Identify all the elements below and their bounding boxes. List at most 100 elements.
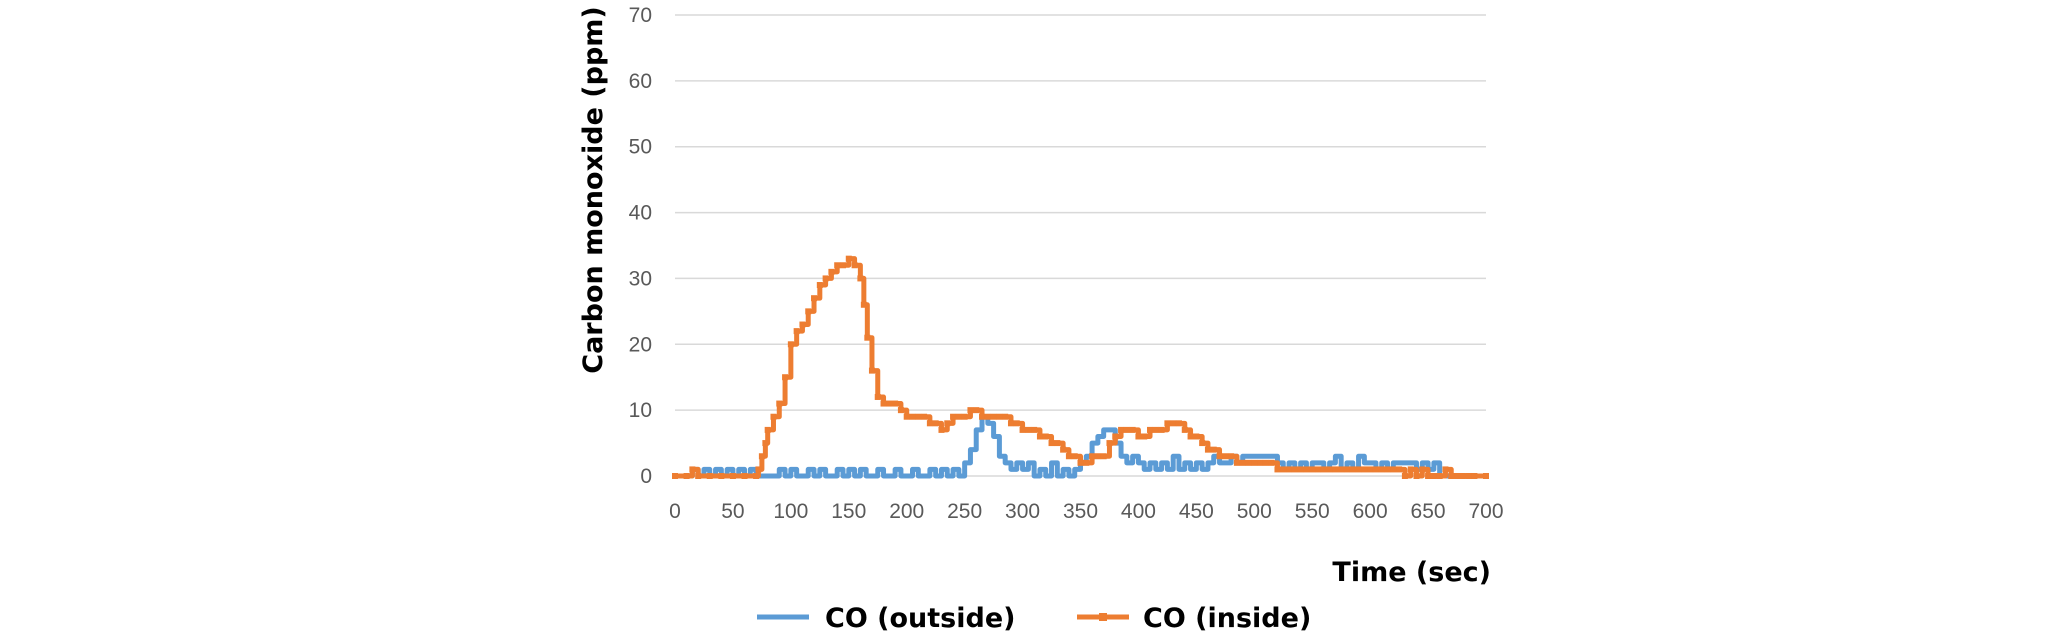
data-point <box>1367 466 1374 473</box>
data-point <box>770 413 777 420</box>
data-point <box>955 413 962 420</box>
data-point <box>782 374 789 381</box>
data-point <box>1106 440 1113 447</box>
data-point <box>996 413 1003 420</box>
x-tick-label: 150 <box>831 500 866 523</box>
series-lines <box>672 255 1489 479</box>
data-point <box>1048 440 1055 447</box>
data-point <box>1419 466 1426 473</box>
data-point <box>1077 459 1084 466</box>
data-point <box>1257 459 1264 466</box>
data-point <box>1239 459 1246 466</box>
data-point <box>1338 466 1345 473</box>
x-tick-label: 650 <box>1411 500 1446 523</box>
data-point <box>1141 433 1148 440</box>
data-point <box>1251 459 1258 466</box>
x-tick-label: 450 <box>1179 500 1214 523</box>
data-point <box>762 440 769 447</box>
y-tick-label: 30 <box>629 267 652 290</box>
data-point <box>1118 426 1125 433</box>
data-point <box>1303 466 1310 473</box>
data-point <box>932 420 939 427</box>
data-point <box>1309 466 1316 473</box>
data-point <box>880 400 887 407</box>
data-point <box>1158 426 1165 433</box>
data-point <box>1320 466 1327 473</box>
series-1 <box>672 255 1489 479</box>
data-point <box>967 407 974 414</box>
data-point <box>1465 473 1472 479</box>
data-point <box>1355 466 1362 473</box>
data-point <box>1280 466 1287 473</box>
data-point <box>793 328 800 335</box>
data-point <box>1286 466 1293 473</box>
data-point <box>984 413 991 420</box>
x-tick-label: 250 <box>947 500 982 523</box>
legend-item-outside: CO (outside) <box>757 603 1016 634</box>
data-point <box>1413 473 1420 479</box>
y-tick-label: 20 <box>629 333 652 356</box>
data-point <box>834 262 841 269</box>
data-point <box>672 473 678 479</box>
x-tick-label: 400 <box>1121 500 1156 523</box>
data-point <box>776 400 783 407</box>
legend: CO (outside) CO (inside) <box>757 603 1311 634</box>
x-tick-label: 600 <box>1353 500 1388 523</box>
data-point <box>1245 459 1252 466</box>
data-point <box>764 426 771 433</box>
data-point <box>1372 466 1379 473</box>
data-point <box>1483 473 1489 479</box>
data-point <box>1129 426 1136 433</box>
data-point <box>1042 433 1049 440</box>
data-point <box>828 268 835 275</box>
data-point <box>926 420 933 427</box>
data-point <box>1274 466 1281 473</box>
y-tick-label: 70 <box>629 4 652 27</box>
data-point <box>909 413 916 420</box>
data-point <box>1228 453 1235 460</box>
data-point <box>1187 433 1194 440</box>
data-point <box>1175 420 1182 427</box>
data-point <box>1031 426 1038 433</box>
data-point <box>979 413 986 420</box>
data-point <box>903 413 910 420</box>
data-point <box>860 301 867 308</box>
data-point <box>1262 459 1269 466</box>
x-tick-label: 0 <box>669 500 681 523</box>
data-point <box>1007 420 1014 427</box>
data-point <box>938 426 945 433</box>
x-tick-label: 200 <box>889 500 924 523</box>
data-point <box>1390 466 1397 473</box>
data-point <box>1349 466 1356 473</box>
data-point <box>1222 453 1229 460</box>
data-point <box>1100 453 1107 460</box>
data-point <box>758 453 765 460</box>
data-point <box>897 407 904 414</box>
data-point <box>1025 426 1032 433</box>
x-tick-label: 50 <box>721 500 744 523</box>
data-point <box>683 473 690 479</box>
data-point <box>1436 473 1443 479</box>
data-point <box>1343 466 1350 473</box>
x-tick-label: 500 <box>1237 500 1272 523</box>
data-point <box>1147 426 1154 433</box>
data-point <box>868 367 875 374</box>
data-point <box>1384 466 1391 473</box>
data-point <box>1083 459 1090 466</box>
data-point <box>816 282 823 289</box>
data-point <box>1013 420 1020 427</box>
data-point <box>961 413 968 420</box>
data-point <box>915 413 922 420</box>
data-point <box>1448 473 1455 479</box>
data-point <box>973 407 980 414</box>
data-point <box>1181 426 1188 433</box>
data-point <box>1442 466 1449 473</box>
x-tick-label: 550 <box>1295 500 1330 523</box>
data-point <box>886 400 893 407</box>
data-point <box>1291 466 1298 473</box>
data-point <box>1065 453 1072 460</box>
data-point <box>1315 466 1322 473</box>
data-point <box>864 334 871 341</box>
data-point <box>874 393 881 400</box>
